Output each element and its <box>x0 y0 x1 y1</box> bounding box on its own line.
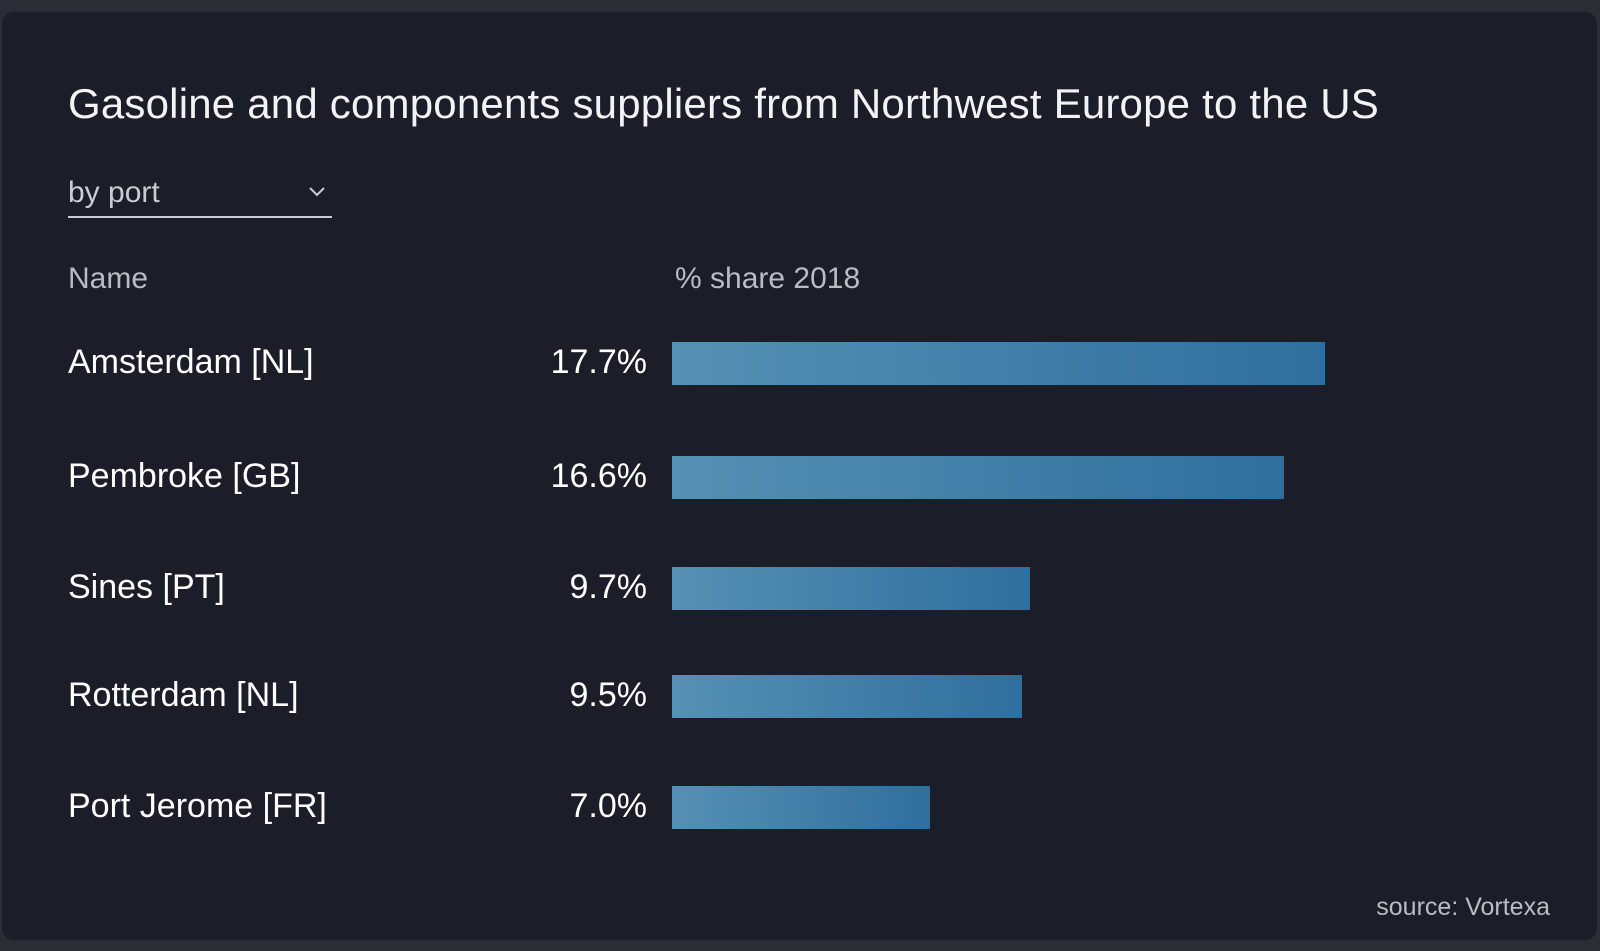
bar-value-label: 9.5% <box>569 676 648 714</box>
bar-value-label: 16.6% <box>550 457 647 495</box>
chevron-down-icon <box>309 187 325 197</box>
chart-title: Gasoline and components suppliers from N… <box>68 80 1380 127</box>
bar-category-label: Pembroke [GB] <box>68 457 301 495</box>
dropdown-selected-value: by port <box>68 176 160 209</box>
bar-3 <box>672 567 1030 610</box>
chart-card: Gasoline and components suppliers from N… <box>2 12 1597 940</box>
bar-category-label: Port Jerome [FR] <box>68 787 327 825</box>
bar-value-label: 17.7% <box>550 343 647 381</box>
bar-category-label: Rotterdam [NL] <box>68 676 299 714</box>
bar-category-label: Amsterdam [NL] <box>68 343 314 381</box>
column-header-share: % share 2018 <box>675 262 861 295</box>
bar-5 <box>672 786 930 829</box>
bar-value-label: 9.7% <box>569 568 648 606</box>
group-by-dropdown[interactable]: by port <box>68 172 332 218</box>
column-header-name: Name <box>68 262 149 295</box>
bar-1 <box>672 342 1325 385</box>
bar-2 <box>672 456 1284 499</box>
source-note: source: Vortexa <box>1376 893 1550 921</box>
bar-category-label: Sines [PT] <box>68 568 225 606</box>
bar-4 <box>672 675 1022 718</box>
bar-value-label: 7.0% <box>569 787 648 825</box>
